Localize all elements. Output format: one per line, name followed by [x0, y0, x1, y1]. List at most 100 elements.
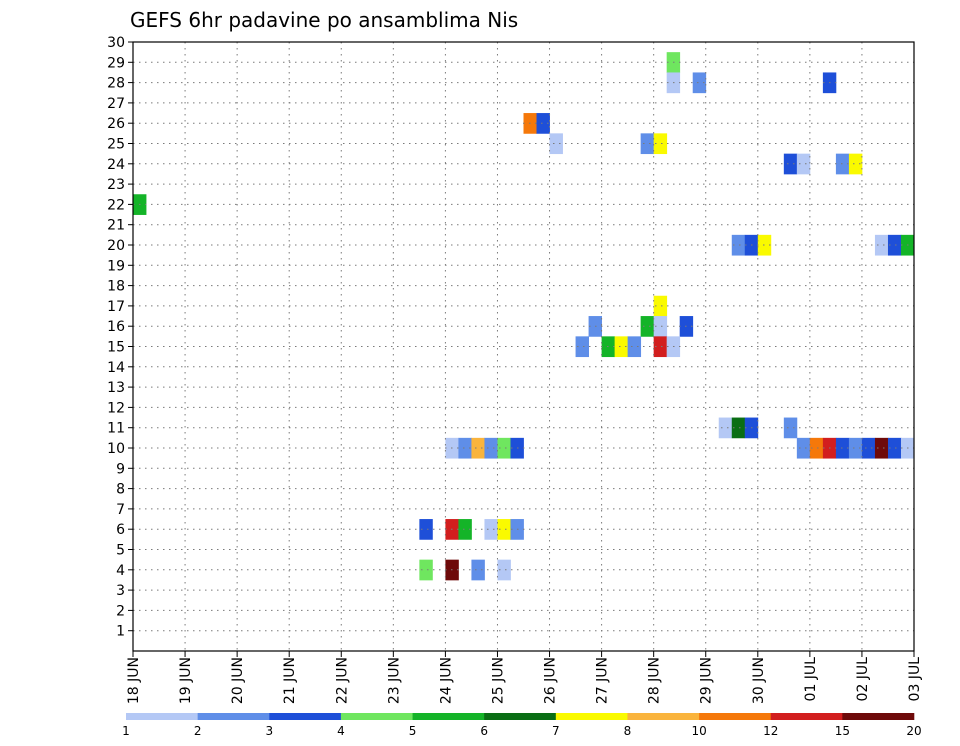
heatmap-cell — [887, 234, 902, 256]
y-tick-label: 18 — [107, 279, 125, 295]
heatmap-cell — [497, 437, 511, 459]
colorbar-segment — [627, 713, 700, 720]
heatmap-cell — [536, 113, 550, 134]
colorbar-label: 7 — [552, 724, 560, 738]
heatmap-cell — [692, 72, 707, 94]
heatmap-cell — [614, 336, 629, 358]
heatmap-cell — [458, 437, 472, 459]
y-tick-label: 1 — [116, 624, 125, 640]
heatmap-cell — [874, 234, 889, 256]
heatmap-cell — [575, 336, 589, 358]
colorbar-segment — [340, 713, 413, 720]
y-tick-label: 22 — [107, 197, 125, 213]
grid-lines — [133, 42, 914, 651]
y-tick-label: 26 — [107, 116, 125, 132]
colorbar-segment — [412, 713, 485, 720]
heatmap-cell — [549, 133, 563, 155]
heatmap-cell — [809, 437, 824, 459]
y-tick-label: 8 — [116, 482, 125, 498]
heatmap-cell — [471, 559, 485, 581]
colorbar-label: 1 — [122, 724, 130, 738]
y-tick-label: 17 — [107, 299, 125, 315]
y-tick-label: 19 — [107, 258, 125, 274]
y-tick-label: 6 — [116, 522, 125, 538]
colorbar: 1 2 3 4 5 6 7 8 10 12 15 20 — [122, 713, 922, 738]
x-tick-label: 29 JUN — [699, 657, 715, 704]
y-tick-label: 28 — [107, 76, 125, 92]
heatmap-cell — [796, 153, 811, 175]
heatmap-cell — [718, 417, 733, 439]
colorbar-segment — [842, 713, 915, 720]
y-tick-label: 2 — [116, 603, 125, 619]
heatmap-cell — [848, 437, 863, 459]
heatmap-cell — [783, 153, 798, 175]
y-tick-label: 5 — [116, 543, 125, 559]
heatmap-cells — [133, 52, 915, 581]
colorbar-label: 15 — [835, 724, 850, 738]
x-tick-label: 27 JUN — [595, 657, 611, 704]
colorbar-label: 2 — [194, 724, 202, 738]
colorbar-segment — [126, 713, 198, 720]
y-tick-label: 9 — [116, 461, 125, 477]
y-tick-label: 23 — [107, 177, 125, 193]
heatmap-cell — [835, 437, 850, 459]
y-tick-label: 25 — [107, 137, 125, 153]
x-tick-label: 30 JUN — [751, 657, 767, 704]
x-tick-label: 03 JUL — [907, 657, 923, 702]
colorbar-segment — [269, 713, 342, 720]
x-tick-label: 23 JUN — [386, 657, 402, 704]
colorbar-label: 6 — [480, 724, 488, 738]
colorbar-segment — [699, 713, 772, 720]
colorbar-segment — [770, 713, 843, 720]
heatmap-cell — [757, 234, 772, 256]
heatmap-cell — [653, 133, 668, 155]
y-tick-label: 4 — [116, 563, 125, 579]
colorbar-label: 8 — [624, 724, 632, 738]
colorbar-label: 4 — [337, 724, 345, 738]
heatmap-cell — [731, 234, 746, 256]
heatmap-cell — [419, 519, 433, 540]
heatmap-cell — [419, 559, 433, 581]
colorbar-label: 5 — [409, 724, 417, 738]
y-tick-label: 21 — [107, 218, 125, 234]
y-tick-label: 27 — [107, 96, 125, 112]
colorbar-segment — [197, 713, 270, 720]
heatmap-cell — [783, 417, 798, 439]
heatmap-cell — [497, 519, 511, 540]
x-tick-label: 26 JUN — [543, 657, 559, 704]
heatmap-cell — [835, 153, 850, 175]
heatmap-cell — [653, 316, 668, 337]
x-tick-label: 20 JUN — [230, 657, 246, 704]
x-tick-label: 21 JUN — [282, 657, 298, 704]
heatmap-cell — [653, 295, 668, 317]
chart-title: GEFS 6hr padavine po ansamblima Nis — [130, 8, 518, 32]
x-tick-label: 02 JUL — [855, 657, 871, 702]
x-tick-label: 24 JUN — [438, 657, 454, 704]
y-tick-label: 20 — [107, 238, 125, 254]
x-tick-label: 19 JUN — [178, 657, 194, 704]
y-tick-label: 30 — [107, 35, 125, 51]
colorbar-label: 10 — [691, 724, 706, 738]
y-tick-label: 7 — [116, 502, 125, 518]
x-tick-label: 28 JUN — [647, 657, 663, 704]
heatmap-cell — [861, 437, 876, 459]
heatmap-cell — [627, 336, 642, 358]
y-tick-label: 14 — [107, 360, 125, 376]
heatmap-cell — [653, 336, 668, 358]
y-tick-label: 3 — [116, 583, 125, 599]
heatmap-cell — [848, 153, 863, 175]
heatmap-cell — [497, 559, 511, 581]
y-tick-label: 13 — [107, 380, 125, 396]
heatmap-cell — [887, 437, 902, 459]
colorbar-label: 3 — [265, 724, 273, 738]
colorbar-label: 12 — [763, 724, 778, 738]
y-tick-label: 10 — [107, 441, 125, 457]
y-tick-label: 29 — [107, 55, 125, 71]
x-tick-label: 22 JUN — [334, 657, 350, 704]
heatmap-cell — [874, 437, 889, 459]
x-tick-label: 18 JUN — [126, 657, 142, 704]
y-tick-label: 16 — [107, 319, 125, 335]
y-tick-label: 11 — [107, 421, 125, 437]
colorbar-segment — [484, 713, 557, 720]
